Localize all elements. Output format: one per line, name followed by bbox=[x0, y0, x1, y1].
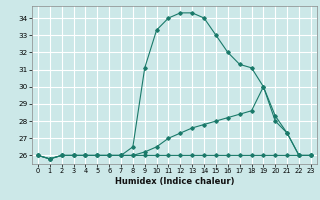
X-axis label: Humidex (Indice chaleur): Humidex (Indice chaleur) bbox=[115, 177, 234, 186]
